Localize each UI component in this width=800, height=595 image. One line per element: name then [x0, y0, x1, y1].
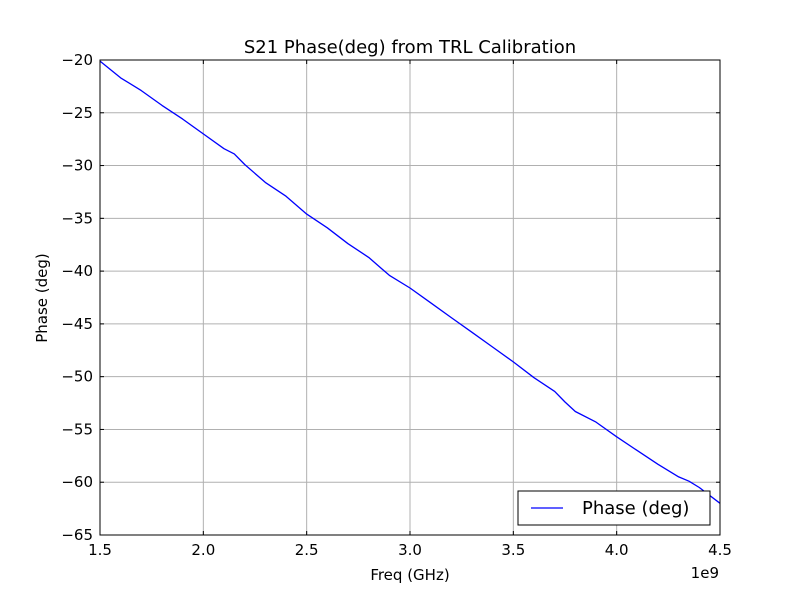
series-line: [99, 60, 721, 504]
x-tick-label: 2.0: [191, 541, 215, 559]
y-tick-label: −40: [61, 262, 93, 280]
y-tick-label: −25: [61, 104, 93, 122]
chart-title: S21 Phase(deg) from TRL Calibration: [244, 37, 576, 58]
x-tick-label: 4.0: [605, 541, 629, 559]
y-tick-labels: −65 −60 −55 −50 −45 −40 −35 −30 −25 −20: [61, 51, 93, 544]
tick-marks: [99, 59, 721, 536]
y-tick-label: −45: [61, 315, 93, 333]
y-axis-label: Phase (deg): [33, 253, 51, 343]
x-tick-label: 3.0: [398, 541, 422, 559]
legend: Phase (deg): [517, 490, 711, 526]
x-tick-label: 2.5: [295, 541, 319, 559]
y-tick-label: −35: [61, 209, 93, 227]
y-tick-label: −65: [61, 526, 93, 544]
x-tick-labels: 1.5 2.0 2.5 3.0 3.5 4.0 4.5: [88, 541, 732, 559]
legend-label: Phase (deg): [582, 498, 689, 519]
y-tick-label: −55: [61, 420, 93, 438]
x-tick-label: 4.5: [708, 541, 732, 559]
y-tick-label: −20: [61, 51, 93, 69]
series-group: [99, 60, 721, 504]
y-tick-label: −30: [61, 157, 93, 175]
x-tick-label: 3.5: [501, 541, 525, 559]
plot-frame: [99, 59, 721, 536]
y-tick-label: −50: [61, 368, 93, 386]
x-axis-label: Freq (GHz): [370, 566, 449, 584]
x-offset-label: 1e9: [691, 564, 719, 582]
x-tick-label: 1.5: [88, 541, 112, 559]
y-tick-label: −60: [61, 473, 93, 491]
